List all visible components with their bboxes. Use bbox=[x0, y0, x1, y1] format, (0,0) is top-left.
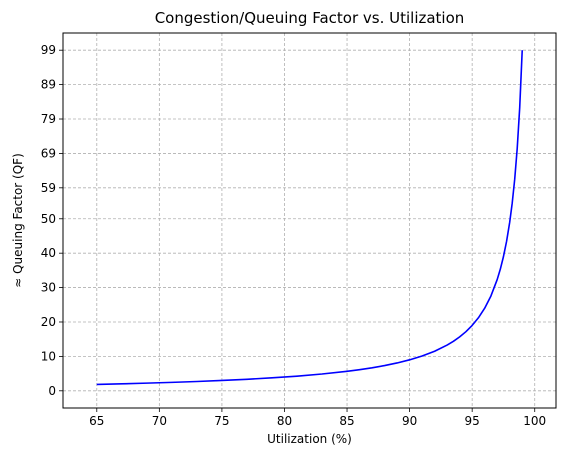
x-tick-label: 90 bbox=[402, 414, 417, 428]
x-tick-label: 95 bbox=[465, 414, 480, 428]
x-axis-label: Utilization (%) bbox=[267, 432, 352, 446]
y-axis-ticks: 0 10 20 30 40 50 59 69 79 89 99 bbox=[41, 43, 63, 398]
x-tick-label: 100 bbox=[523, 414, 546, 428]
x-tick-label: 75 bbox=[214, 414, 229, 428]
series-layer bbox=[97, 50, 522, 384]
x-tick-label: 65 bbox=[89, 414, 104, 428]
x-tick-label: 85 bbox=[339, 414, 354, 428]
y-axis-label: ≈ Queuing Factor (QF) bbox=[11, 153, 25, 288]
series-line bbox=[97, 50, 522, 384]
y-tick-label: 20 bbox=[41, 315, 56, 329]
x-axis-ticks: 65 70 75 80 85 90 95 100 bbox=[89, 408, 546, 428]
y-tick-label: 30 bbox=[41, 281, 56, 295]
y-tick-label: 0 bbox=[48, 384, 56, 398]
y-tick-label: 59 bbox=[41, 181, 56, 195]
y-tick-label: 89 bbox=[41, 78, 56, 92]
y-tick-label: 99 bbox=[41, 43, 56, 57]
y-tick-label: 69 bbox=[41, 146, 56, 160]
grid bbox=[63, 33, 556, 408]
plot-frame bbox=[63, 33, 556, 408]
x-tick-label: 80 bbox=[277, 414, 292, 428]
chart-title: Congestion/Queuing Factor vs. Utilizatio… bbox=[155, 9, 465, 27]
y-tick-label: 79 bbox=[41, 112, 56, 126]
x-tick-label: 70 bbox=[152, 414, 167, 428]
y-tick-label: 10 bbox=[41, 349, 56, 363]
y-tick-label: 40 bbox=[41, 246, 56, 260]
y-tick-label: 50 bbox=[41, 212, 56, 226]
